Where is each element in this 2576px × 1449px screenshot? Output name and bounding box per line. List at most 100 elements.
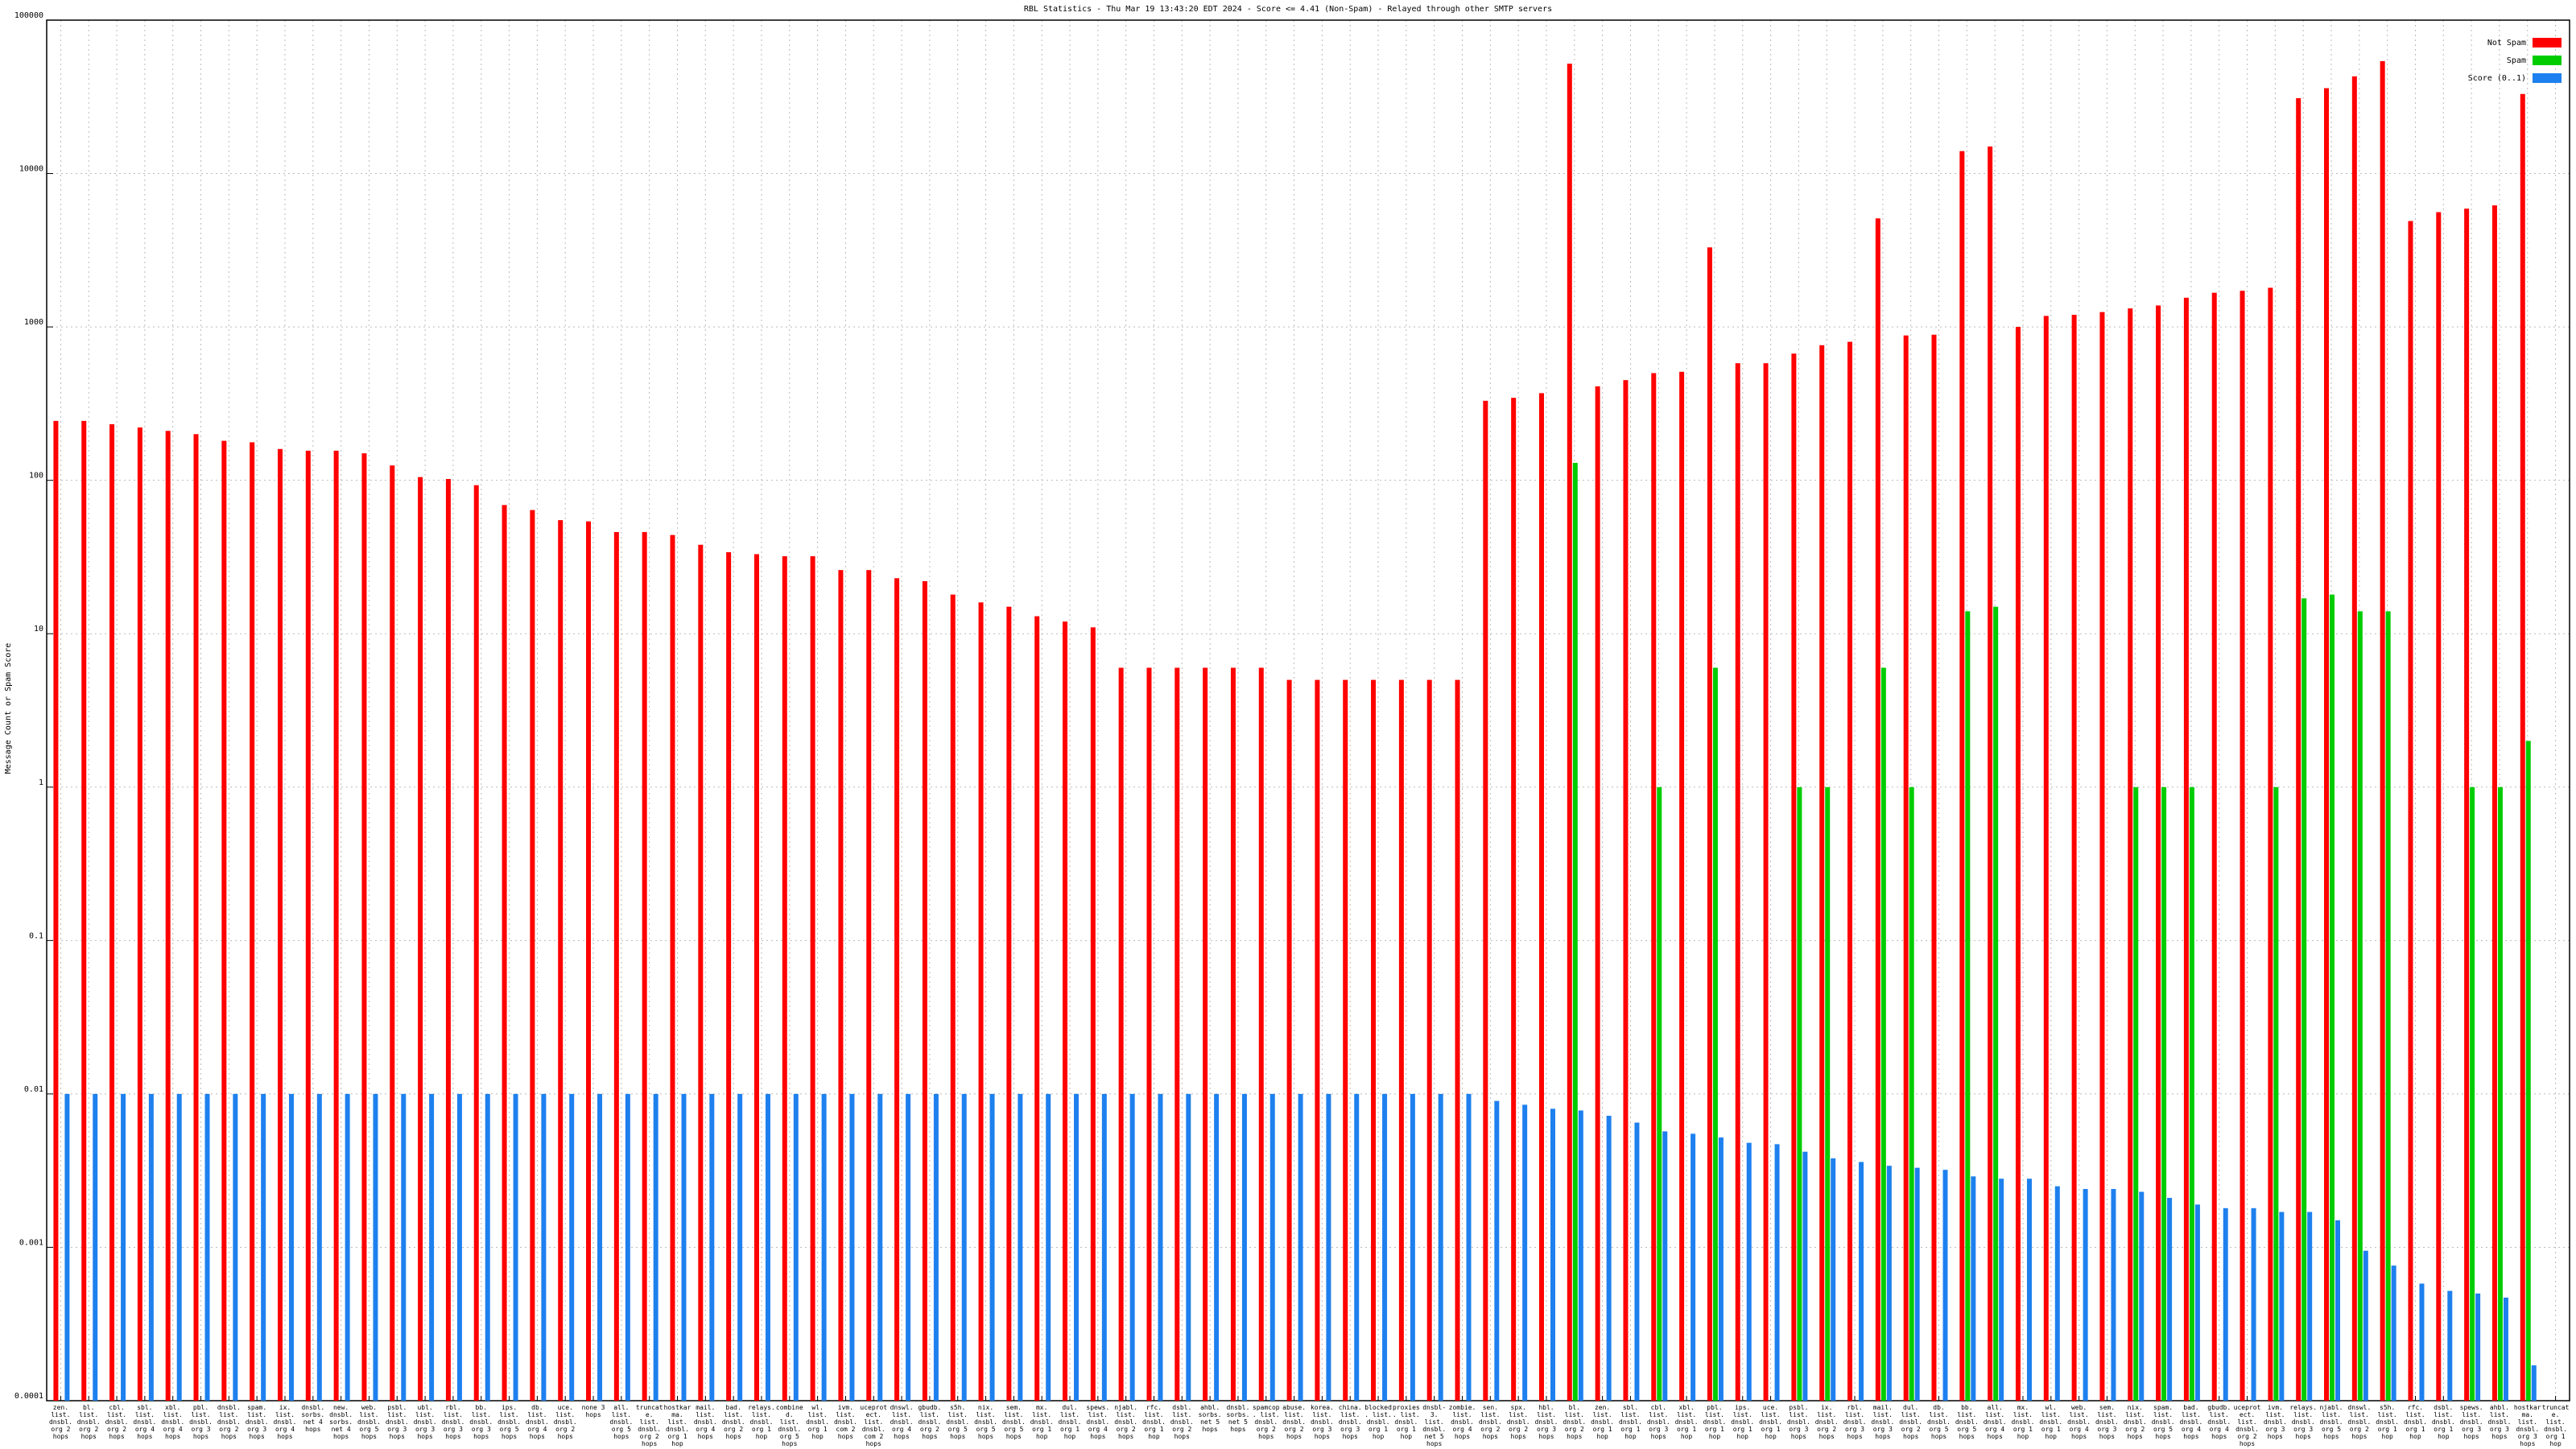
bar	[204, 1093, 210, 1401]
bar	[793, 1093, 799, 1401]
x-tick-label: cbl. list. dnsbl. org 2 hops	[105, 1404, 129, 1440]
bar	[429, 1093, 435, 1401]
bar	[2128, 308, 2133, 1402]
bar	[838, 570, 844, 1401]
bar	[989, 1093, 995, 1401]
x-tick-label: ix. list. dnsbl. org 4 hops	[273, 1404, 297, 1440]
bar	[261, 1093, 266, 1401]
bar	[849, 1093, 855, 1401]
bar	[1707, 247, 1712, 1401]
bar	[1006, 606, 1012, 1401]
bar	[1880, 667, 1886, 1401]
bar	[445, 479, 451, 1401]
x-tick-label: bb. list. dnsbl. org 5 hops	[1955, 1404, 1979, 1440]
x-tick-label: spam. list. dnsbl. org 5 hops	[2151, 1404, 2175, 1440]
bar	[2043, 316, 2049, 1402]
bar	[726, 551, 732, 1401]
bar	[1763, 363, 1769, 1402]
legend-label: Not Spam	[2487, 39, 2526, 47]
bar	[345, 1093, 350, 1401]
bar	[2385, 611, 2391, 1401]
bar	[1595, 386, 1600, 1401]
bar	[821, 1093, 827, 1401]
bar	[530, 510, 535, 1402]
bar	[2351, 76, 2357, 1402]
bar	[1410, 1093, 1415, 1401]
x-tick-label: wl. list. dnsbl. org 1 hop	[2039, 1404, 2063, 1440]
bar	[1797, 786, 1802, 1401]
y-tick-label: 0.001	[19, 1238, 43, 1247]
bar	[782, 555, 787, 1401]
bar	[473, 485, 479, 1402]
bar	[2464, 208, 2470, 1402]
x-tick-label: truncate. list. dnsbl. org 1 hop	[2541, 1404, 2570, 1447]
x-tick-label: pbl. list. dnsbl. org 3 hops	[189, 1404, 213, 1440]
bar	[1735, 363, 1740, 1402]
bar	[877, 1093, 883, 1401]
bar	[2071, 315, 2077, 1401]
x-tick-label: ahbl. sorbs. net 5 hops	[1198, 1404, 1222, 1433]
bar	[109, 424, 115, 1401]
x-tick-label: dul. list. dnsbl. org 1 hop	[1058, 1404, 1082, 1440]
x-tick-label: s5h. list. dnsbl. org 5 hops	[946, 1404, 970, 1440]
bar	[1662, 1131, 1668, 1401]
bar	[193, 434, 199, 1401]
x-tick-label: hostkarma. list. dnsbl. org 3 hops	[2513, 1404, 2541, 1447]
bar	[2161, 786, 2167, 1401]
x-tick-label: ubl. list. dnsbl. org 3 hops	[413, 1404, 437, 1440]
bar	[1186, 1093, 1191, 1401]
x-tick-label: ips. list. dnsbl. org 1 hop	[1731, 1404, 1755, 1440]
bar	[2363, 1250, 2368, 1401]
bar	[1286, 679, 1292, 1401]
bar	[1572, 462, 1578, 1401]
bar	[597, 1093, 603, 1401]
x-tick-label: truncate. list. dnsbl. org 2 hops	[635, 1404, 663, 1447]
x-tick-label: xbl. list. dnsbl. org 1 hop	[1674, 1404, 1699, 1440]
bar	[653, 1093, 658, 1401]
y-axis-label: Message Count or Spam Score	[4, 643, 13, 774]
x-tick-label: dnswl. list. dnsbl. org 4 hops	[890, 1404, 914, 1440]
x-tick-label: rbl. list. dnsbl. org 3 hops	[1843, 1404, 1867, 1440]
bar	[373, 1093, 378, 1401]
x-tick-label: zombie. list. dnsbl. org 4 hops	[1448, 1404, 1476, 1440]
bar	[1971, 1176, 1976, 1401]
bar	[1746, 1142, 1752, 1401]
x-tick-label: ips. list. dnsbl. org 5 hops	[497, 1404, 522, 1440]
bar	[1174, 667, 1180, 1401]
x-tick-label: nix. list. dnsbl. org 2 hops	[2123, 1404, 2147, 1440]
bar	[866, 570, 872, 1401]
bar	[2330, 594, 2335, 1401]
bar	[121, 1093, 126, 1401]
bar	[978, 602, 984, 1401]
bar	[1847, 341, 1853, 1401]
bar	[1965, 611, 1971, 1401]
bar	[810, 555, 815, 1401]
x-tick-label: sem. list. dnsbl. org 3 hops	[2095, 1404, 2119, 1440]
x-tick-label: bad. list. dnsbl. org 2 hops	[721, 1404, 745, 1440]
bar	[2307, 1212, 2313, 1401]
bar	[906, 1093, 911, 1401]
bar	[1382, 1093, 1388, 1401]
bar	[1657, 786, 1662, 1401]
bar	[922, 580, 927, 1401]
bar	[277, 448, 283, 1401]
bar	[1999, 1179, 2004, 1401]
x-tick-label: ahbl. list. dnsbl. org 3 hops	[2487, 1404, 2512, 1440]
x-tick-label: combined. list. dnsbl. org 5 hops	[775, 1404, 803, 1447]
bar	[1550, 1108, 1555, 1401]
bar	[1859, 1162, 1864, 1401]
bar	[2357, 611, 2363, 1401]
bar	[2183, 297, 2189, 1402]
y-tick-label: 1000	[24, 318, 43, 327]
bar	[2026, 1179, 2032, 1401]
x-tick-label: spx. list. dnsbl. org 2 hops	[1506, 1404, 1530, 1440]
y-tick-label: 10000	[19, 165, 43, 174]
x-tick-label: nix. list. dnsbl. org 5 hops	[974, 1404, 997, 1440]
bar	[1988, 147, 1993, 1402]
bar	[2436, 212, 2442, 1401]
bar	[737, 1093, 743, 1401]
legend-swatch	[2533, 38, 2562, 47]
bar	[709, 1093, 715, 1401]
bar	[642, 531, 647, 1401]
